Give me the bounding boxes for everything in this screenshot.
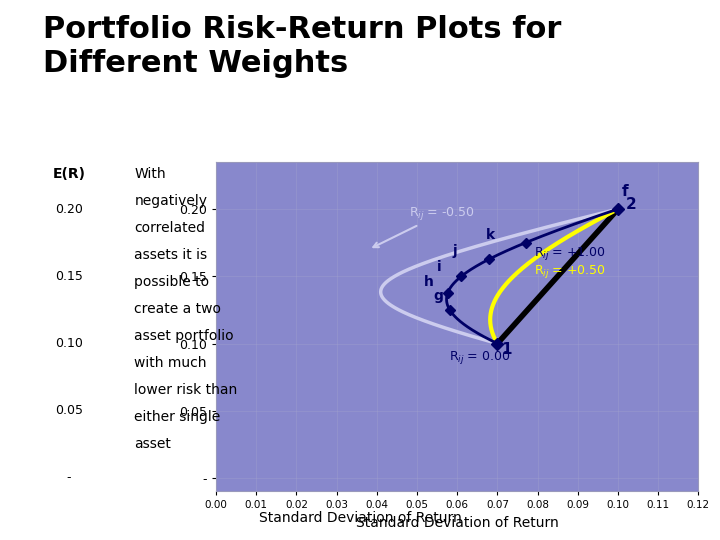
Text: 0.20: 0.20: [55, 202, 83, 215]
Text: either single: either single: [135, 410, 220, 424]
Text: lower risk than: lower risk than: [135, 383, 238, 397]
Text: E(R): E(R): [53, 167, 85, 181]
Text: f: f: [622, 184, 629, 199]
Text: possible to: possible to: [135, 275, 210, 289]
Text: 0.05: 0.05: [55, 404, 83, 417]
Text: Portfolio Risk-Return Plots for
Different Weights: Portfolio Risk-Return Plots for Differen…: [43, 15, 562, 78]
Text: asset: asset: [135, 437, 171, 451]
Text: 2: 2: [626, 197, 636, 212]
Text: i: i: [437, 260, 442, 274]
Text: g: g: [433, 289, 444, 303]
Text: j: j: [452, 245, 457, 259]
Text: 0.15: 0.15: [55, 270, 83, 283]
Text: R$_{ij}$ = -0.50: R$_{ij}$ = -0.50: [374, 205, 475, 247]
Text: Standard Deviation of Return: Standard Deviation of Return: [258, 511, 462, 525]
Text: R$_{ij}$ = 0.00: R$_{ij}$ = 0.00: [449, 349, 510, 366]
Text: R$_{ij}$ = +1.00: R$_{ij}$ = +1.00: [534, 245, 606, 262]
Text: negatively: negatively: [135, 194, 207, 208]
Text: k: k: [485, 228, 495, 241]
Text: -: -: [66, 471, 71, 484]
Text: create a two: create a two: [135, 302, 222, 316]
Text: h: h: [423, 275, 433, 289]
Text: With: With: [135, 167, 166, 181]
Text: assets it is: assets it is: [135, 248, 207, 262]
Text: correlated: correlated: [135, 221, 205, 235]
X-axis label: Standard Deviation of Return: Standard Deviation of Return: [356, 516, 559, 530]
Text: 1: 1: [501, 342, 512, 357]
Text: R$_{ij}$ = +0.50: R$_{ij}$ = +0.50: [534, 262, 606, 280]
Text: asset portfolio: asset portfolio: [135, 329, 234, 343]
Text: 0.10: 0.10: [55, 337, 83, 350]
Text: with much: with much: [135, 356, 207, 370]
